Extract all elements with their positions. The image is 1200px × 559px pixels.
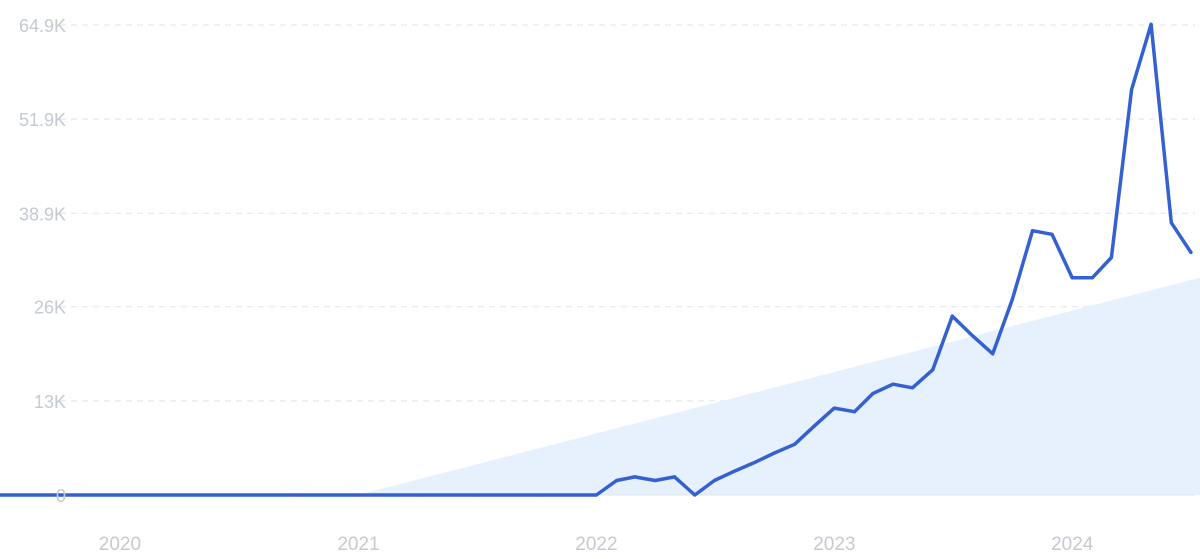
data-point	[772, 451, 777, 455]
data-point	[793, 442, 797, 446]
data-point	[832, 406, 836, 410]
y-tick-label: 38.9K	[19, 204, 66, 224]
data-point	[991, 352, 995, 356]
x-tick-label: 2021	[337, 534, 379, 555]
trend-area-layer	[357, 277, 1200, 495]
data-point	[615, 478, 619, 483]
data-point	[1030, 229, 1035, 233]
gridlines	[60, 24, 1195, 402]
data-point	[1149, 22, 1153, 26]
data-point	[1109, 255, 1113, 260]
data-point	[534, 493, 539, 497]
x-tick-label: 2022	[575, 534, 617, 555]
x-tick-label: 2023	[813, 534, 855, 555]
data-point	[931, 368, 935, 372]
y-tick-label: 64.9K	[19, 16, 66, 36]
data-point	[1189, 250, 1193, 254]
series-line-layer	[0, 22, 1193, 497]
data-point	[415, 493, 419, 497]
x-tick-label: 2020	[99, 534, 141, 555]
y-tick-label: 26K	[34, 298, 66, 318]
x-tick-label: 2024	[1051, 534, 1094, 555]
y-axis-tick-labels: 0 13K 26K 38.9K 51.9K 64.9K	[19, 16, 66, 506]
data-point	[891, 382, 895, 386]
data-point	[753, 460, 757, 464]
data-point	[970, 334, 975, 338]
data-point	[1050, 232, 1054, 236]
data-point	[673, 475, 677, 479]
data-point	[653, 478, 657, 483]
data-point	[733, 469, 737, 473]
data-point	[950, 314, 954, 318]
data-point	[474, 493, 479, 497]
data-point	[812, 424, 816, 428]
x-axis-tick-labels: 2020 2021 2022 2023 2024	[99, 534, 1094, 555]
data-point	[1090, 276, 1094, 280]
data-point	[177, 493, 181, 497]
data-point	[1070, 276, 1074, 280]
data-point	[693, 493, 697, 497]
data-point	[1130, 87, 1134, 92]
data-point	[1010, 297, 1014, 302]
y-tick-label: 0	[56, 486, 66, 506]
data-point	[356, 493, 361, 497]
y-tick-label: 13K	[34, 392, 66, 412]
data-point	[910, 386, 915, 390]
y-tick-label: 51.9K	[19, 110, 66, 130]
data-point	[237, 493, 241, 497]
data-point	[852, 410, 857, 414]
data-point	[0, 493, 2, 497]
data-point	[1169, 221, 1173, 225]
data-point	[712, 478, 717, 483]
data-point	[58, 493, 62, 497]
data-point	[594, 493, 599, 497]
data-point	[633, 475, 637, 479]
data-point	[118, 493, 122, 497]
data-point	[871, 392, 875, 396]
trend-area	[357, 277, 1200, 495]
data-point	[296, 493, 301, 497]
